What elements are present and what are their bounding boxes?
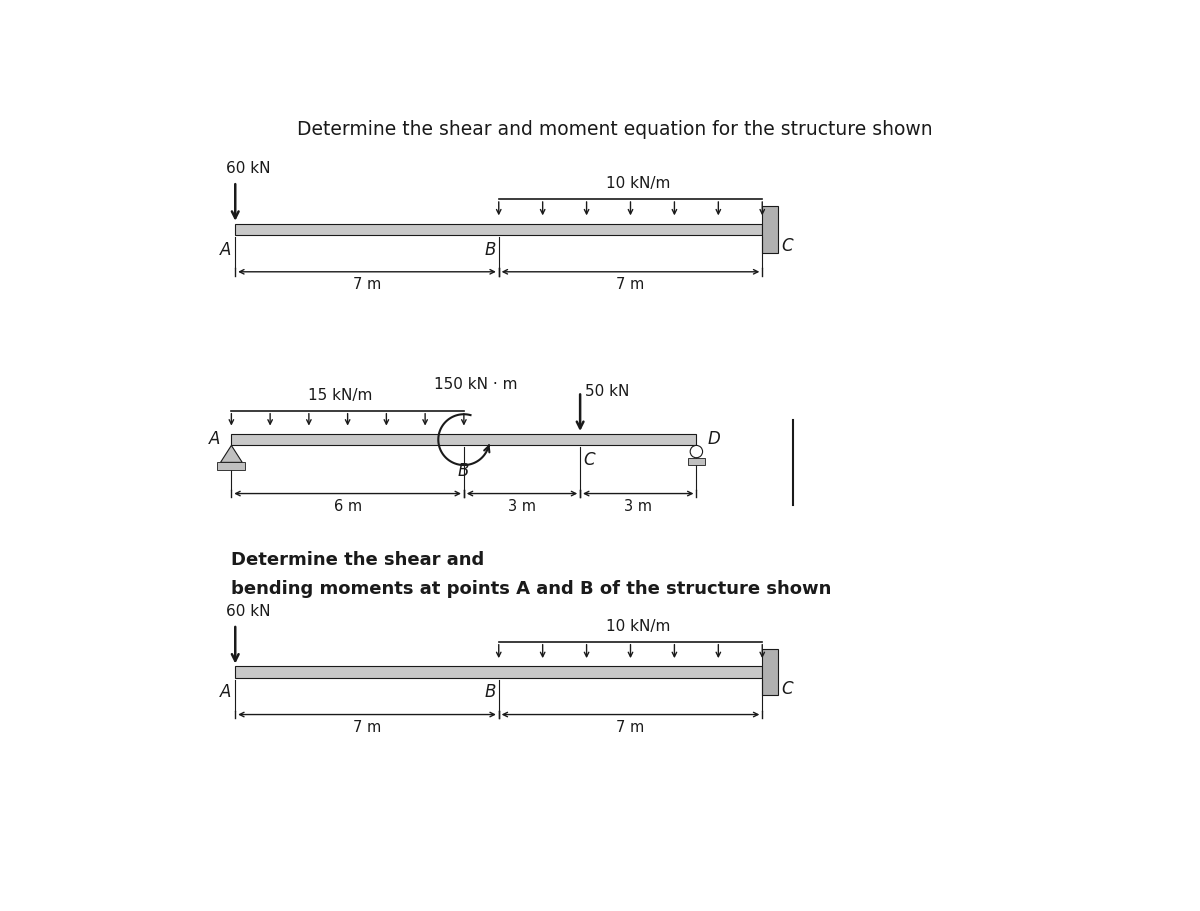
Text: D: D [707,430,720,448]
Text: 7 m: 7 m [353,720,382,735]
Text: A: A [220,241,232,259]
Text: Determine the shear and moment equation for the structure shown: Determine the shear and moment equation … [298,120,932,139]
FancyBboxPatch shape [217,463,245,470]
Text: 7 m: 7 m [617,277,644,292]
Text: 150 kN · m: 150 kN · m [434,376,518,392]
Text: 7 m: 7 m [617,720,644,735]
Circle shape [690,445,702,457]
FancyBboxPatch shape [235,224,762,235]
Text: 60 kN: 60 kN [226,161,270,176]
FancyBboxPatch shape [688,457,704,465]
Text: 10 kN/m: 10 kN/m [606,177,671,191]
Text: 50 kN: 50 kN [584,384,629,399]
Text: Determine the shear and: Determine the shear and [232,550,485,568]
Text: C: C [781,237,792,255]
FancyBboxPatch shape [762,206,778,252]
Text: C: C [781,680,792,698]
FancyBboxPatch shape [762,650,778,695]
Text: 10 kN/m: 10 kN/m [606,619,671,634]
Text: 15 kN/m: 15 kN/m [307,388,372,403]
Text: A: A [220,683,232,701]
Text: B: B [485,683,496,701]
Text: B: B [457,463,469,480]
Polygon shape [221,445,242,463]
Text: C: C [583,451,595,469]
FancyBboxPatch shape [235,667,762,678]
Text: 3 m: 3 m [624,499,653,514]
Text: 60 kN: 60 kN [226,604,270,619]
Text: A: A [209,430,221,448]
FancyBboxPatch shape [232,434,696,445]
Text: 7 m: 7 m [353,277,382,292]
Text: bending moments at points A and B of the structure shown: bending moments at points A and B of the… [232,579,832,598]
Text: 6 m: 6 m [334,499,361,514]
Text: 3 m: 3 m [508,499,536,514]
Text: B: B [485,241,496,259]
